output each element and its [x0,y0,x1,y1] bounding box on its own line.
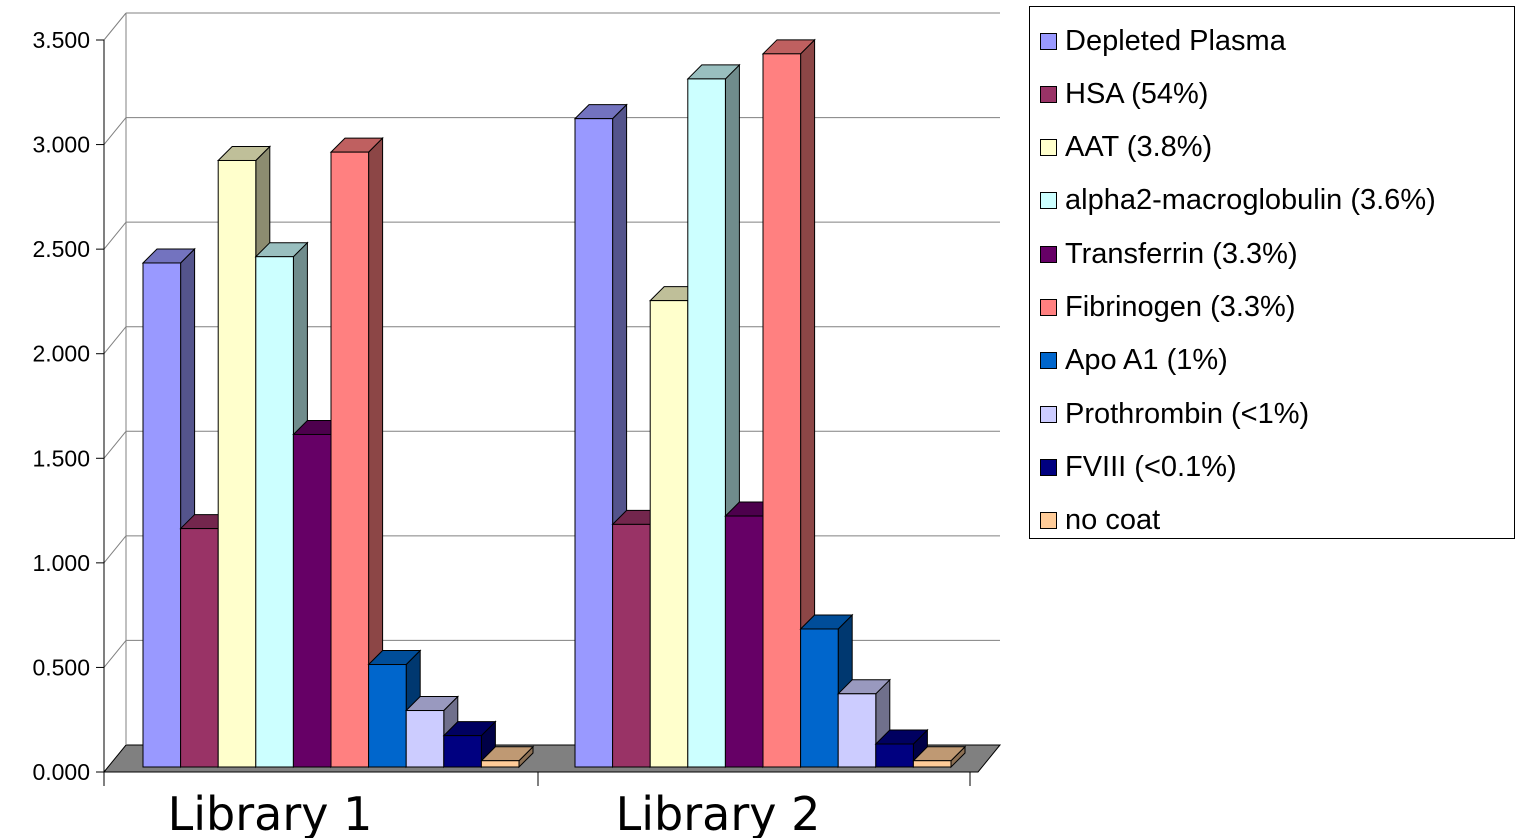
legend-swatch [1040,139,1057,157]
bar [292,433,332,768]
y-tick-label: 3.000 [32,132,90,158]
legend-item: Prothrombin (<1%) [1040,394,1309,434]
legend-label: Apo A1 (1%) [1065,344,1228,377]
bar [687,78,726,768]
legend-item: FVIII (<0.1%) [1040,447,1237,487]
legend-item: Fibrinogen (3.3%) [1040,288,1296,328]
legend-swatch [1040,352,1057,370]
gridline-diagonal [103,12,127,41]
legend-swatch [1040,85,1057,103]
y-tick-label: 1.500 [32,445,90,471]
legend-item: alpha2-macroglobulin (3.6%) [1040,181,1436,221]
bar [837,693,877,768]
bar [612,523,651,768]
legend-label: FVIII (<0.1%) [1065,450,1237,483]
legend-item: AAT (3.8%) [1040,128,1212,168]
y-tick-label: 2.500 [32,236,90,262]
legend-label: HSA (54%) [1065,77,1209,110]
bar [649,300,689,768]
legend-swatch [1040,245,1057,263]
gridline-diagonal [103,117,127,145]
legend-label: no coat [1065,504,1161,537]
x-tick-label: Library 1 [168,787,373,838]
gridline-diagonal [103,221,127,250]
y-tick-label: 2.000 [32,341,90,367]
legend-item: HSA (54%) [1040,74,1208,114]
legend-label: Prothrombin (<1%) [1065,397,1310,430]
gridline-diagonal [103,326,127,355]
bar [405,710,445,768]
bar [255,256,294,768]
legend-swatch [1040,299,1057,316]
legend-swatch [1040,192,1057,210]
legend-swatch [1040,458,1057,476]
legend-label: alpha2-macroglobulin (3.6%) [1065,184,1436,217]
legend-label: Depleted Plasma [1065,24,1286,57]
bar [724,515,764,768]
bar [443,735,482,768]
y-tick-label: 0.000 [32,759,90,785]
legend-swatch [1040,32,1057,50]
legend-swatch [1040,512,1057,530]
legend-item: Apo A1 (1%) [1040,341,1228,381]
bar [217,159,257,768]
gridline-diagonal [103,535,127,564]
bar [762,53,802,768]
y-tick-label: 0.500 [32,654,90,680]
legend-item: no coat [1040,501,1160,541]
bar [142,262,182,768]
bar [330,151,370,768]
bar [875,743,914,768]
legend-label: AAT (3.8%) [1065,131,1213,164]
legend: Depleted Plasma HSA (54%) AAT (3.8%) alpha2… [1029,6,1515,539]
legend-swatch [1040,405,1057,423]
gridline-diagonal [103,430,127,459]
legend-label: Fibrinogen (3.3%) [1065,291,1296,323]
y-tick-label: 3.500 [32,27,90,53]
legend-item: Transferrin (3.3%) [1040,234,1298,274]
gridline-diagonal [103,640,127,668]
bar [912,760,952,768]
y-tick-label: 1.000 [32,550,90,576]
legend-label: Transferrin (3.3%) [1065,237,1298,270]
bar [480,760,520,768]
legend-item: Depleted Plasma [1040,21,1286,61]
bar [368,664,407,768]
x-tick-label: Library 2 [616,787,821,838]
bar [800,628,839,768]
bar [180,528,219,768]
bar [574,118,614,768]
